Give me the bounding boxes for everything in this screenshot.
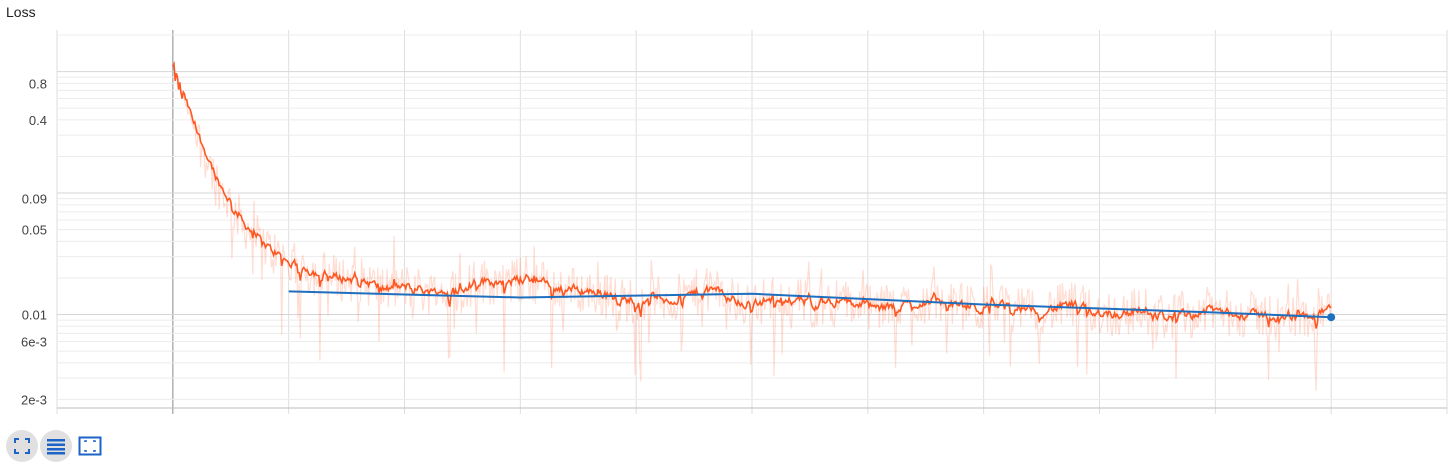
y-tick-label: 0.09 [22, 192, 47, 207]
series-secondary-endpoint [1327, 313, 1336, 322]
legend-list-icon [47, 439, 65, 455]
series-secondary-line [288, 290, 1332, 319]
chart-grid [56, 30, 1448, 414]
fullscreen-button[interactable] [6, 430, 38, 462]
chart-series [172, 61, 1336, 391]
chart-title: Loss [6, 4, 36, 20]
y-tick-label: 2e-3 [21, 392, 47, 407]
loss-chart: 0.8 0.4 0.09 0.05 0.01 6e-3 2e-3 [21, 30, 1448, 414]
y-tick-label: 0.01 [22, 308, 47, 323]
y-axis: 0.8 0.4 0.09 0.05 0.01 6e-3 2e-3 [21, 76, 47, 407]
fit-domain-icon [78, 436, 102, 456]
chart-toolbar [6, 430, 106, 462]
fullscreen-icon [14, 438, 30, 454]
fit-domain-button[interactable] [74, 430, 106, 462]
y-tick-label: 0.8 [29, 76, 47, 91]
series-smoothed-line [172, 61, 1332, 329]
y-tick-label: 0.4 [29, 113, 47, 128]
y-tick-label: 6e-3 [21, 334, 47, 349]
y-tick-label: 0.05 [22, 223, 47, 238]
log-scale-button[interactable] [40, 430, 72, 462]
